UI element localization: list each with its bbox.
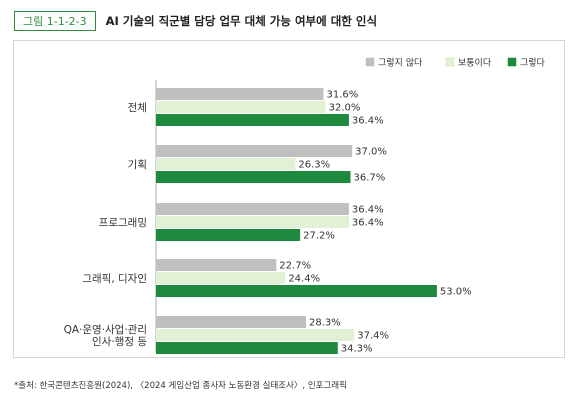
- category-label-5-2: 인사·행정 등: [92, 336, 147, 348]
- bar-2-1: [156, 145, 353, 157]
- legend-swatch-3: [507, 57, 517, 67]
- data-label-1-2: 32.0%: [329, 103, 361, 114]
- category-label-5-1: QA·운영·사업·관리: [64, 323, 147, 336]
- data-label-3-1: 36.4%: [352, 205, 384, 216]
- chart-frame: [13, 40, 565, 358]
- figure-title: AI 기술의 직군별 담당 업무 대체 가능 여부에 대한 인식: [105, 14, 378, 28]
- legend-label-2: 보통이다: [458, 58, 492, 69]
- figure-number: 그림 1-1-2-3: [14, 11, 96, 31]
- legend-swatch-1: [365, 57, 375, 67]
- bar-3-2: [156, 216, 349, 228]
- figure-header: 그림 1-1-2-3 AI 기술의 직군별 담당 업무 대체 가능 여부에 대한…: [14, 10, 377, 32]
- source-note: *출처: 한국콘텐츠진흥원(2024), 〈2024 게임산업 종사자 노동환경…: [14, 381, 347, 391]
- category-label-2: 기획: [128, 159, 147, 171]
- bar-1-2: [156, 101, 326, 113]
- category-label-4: 그래픽, 디자인: [82, 273, 147, 285]
- data-label-5-1: 28.3%: [309, 318, 341, 329]
- bar-1-1: [156, 88, 324, 100]
- data-label-1-3: 36.4%: [352, 116, 384, 127]
- bar-4-3: [156, 285, 437, 297]
- bar-5-3: [156, 342, 338, 354]
- bar-1-3: [156, 114, 349, 126]
- bar-5-2: [156, 329, 355, 341]
- bar-2-2: [156, 158, 296, 170]
- data-label-3-2: 36.4%: [352, 218, 384, 229]
- data-label-2-2: 26.3%: [298, 160, 330, 171]
- bar-4-2: [156, 272, 286, 284]
- data-label-2-3: 36.7%: [354, 173, 386, 184]
- data-label-4-3: 53.0%: [440, 287, 472, 298]
- data-label-4-1: 22.7%: [279, 261, 311, 272]
- legend-label-1: 그렇지 않다: [378, 58, 423, 69]
- category-label-3: 프로그래밍: [99, 217, 147, 229]
- data-label-4-2: 24.4%: [288, 274, 320, 285]
- legend-swatch-2: [445, 57, 455, 67]
- bar-5-1: [156, 316, 306, 328]
- category-label-1: 전체: [128, 102, 147, 114]
- data-label-2-1: 37.0%: [355, 147, 387, 158]
- bar-2-3: [156, 171, 351, 183]
- data-label-5-2: 37.4%: [357, 331, 389, 342]
- data-label-3-3: 27.2%: [303, 231, 335, 242]
- bar-3-3: [156, 229, 301, 241]
- bar-3-1: [156, 203, 349, 215]
- data-label-1-1: 31.6%: [326, 90, 358, 101]
- legend-label-3: 그렇다: [520, 58, 546, 69]
- data-label-5-3: 34.3%: [341, 344, 373, 355]
- bar-4-1: [156, 259, 277, 271]
